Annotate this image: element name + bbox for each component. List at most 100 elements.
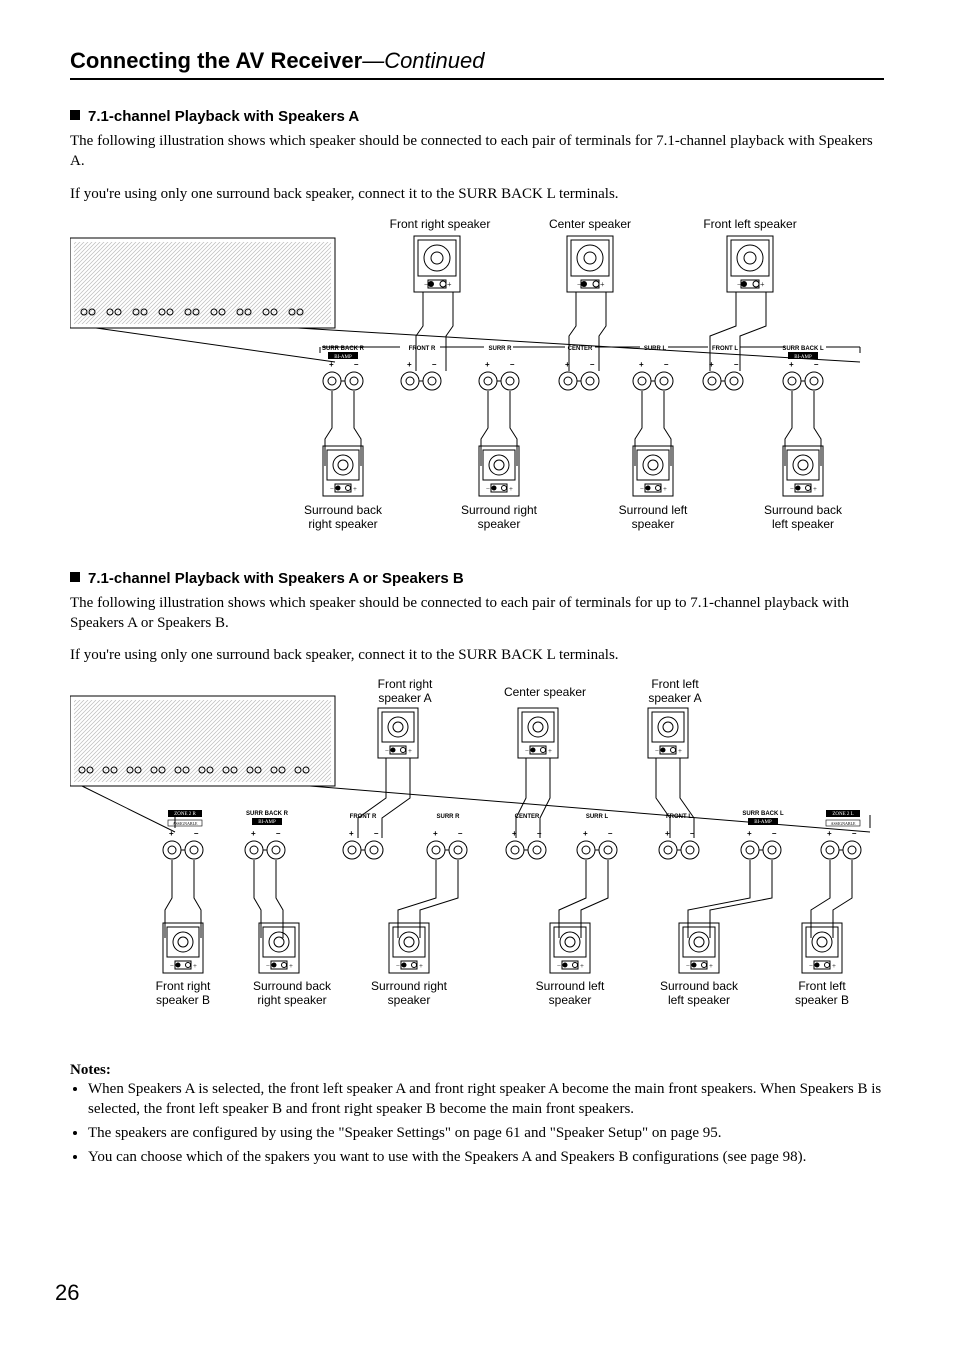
diagram-7.1-speakers-ab: Front right speaker A Center speaker Fro…: [70, 678, 884, 1038]
s2-lbl-fr1: Front right: [378, 678, 433, 691]
label-front-right: Front right speaker: [390, 217, 491, 231]
speaker-front-right-b: [163, 923, 203, 973]
s2-terminal-sl: [577, 829, 617, 859]
s2-terminal-z2r: [163, 829, 203, 859]
s2-term-z2r: ZONE 2 R: [174, 812, 196, 817]
section2-heading-text: 7.1-channel Playback with Speakers A or …: [88, 570, 464, 587]
term-fl: FRONT L: [712, 346, 738, 352]
label-center: Center speaker: [549, 217, 631, 231]
s2-lbl-c: Center speaker: [504, 685, 586, 699]
s2-lbl-flB1: Front left: [798, 979, 846, 993]
s2-term-sbr: SURR BACK R: [246, 811, 289, 817]
s2-terminal-z2l: [821, 829, 861, 859]
lbl-sbr2: right speaker: [308, 517, 377, 531]
speaker-surr-right-2: [389, 923, 429, 973]
diagram-7.1-speakers-a: + – − +: [70, 216, 884, 546]
notes-heading: Notes:: [70, 1062, 884, 1079]
s2-terminal-sr: [427, 829, 467, 859]
term-sbr-sub: BI-AMP: [334, 355, 352, 360]
s2-term-fr: FRONT R: [350, 814, 377, 820]
title-rule: [70, 78, 884, 80]
note-item: When Speakers A is selected, the front l…: [88, 1079, 884, 1120]
lbl-sr1: Surround right: [461, 503, 538, 517]
terminal-c: [559, 360, 599, 390]
terminal-sr: [479, 360, 519, 390]
s2-lbl-sbl1: Surround back: [660, 979, 739, 993]
speaker-center: [567, 236, 613, 292]
title-bold: Connecting the AV Receiver: [70, 48, 362, 73]
s2-terminal-fr: [343, 829, 383, 859]
note-item: You can choose which of the spakers you …: [88, 1147, 884, 1167]
s2-lbl-fr2: speaker A: [378, 691, 431, 705]
speaker-surr-back-right-2: [259, 923, 299, 973]
terminal-fl: [703, 360, 743, 390]
terminal-sbl: [783, 360, 823, 390]
lbl-sl1: Surround left: [619, 503, 688, 517]
speaker-front-right-a: [378, 708, 418, 758]
s2-term-z2r-sub: ASSIGNABLE: [173, 821, 198, 826]
s2-lbl-frB2: speaker B: [156, 993, 210, 1007]
s2-lbl-sr1: Surround right: [371, 979, 448, 993]
page-title: Connecting the AV Receiver—Continued: [70, 48, 884, 74]
section1-heading-text: 7.1-channel Playback with Speakers A: [88, 108, 359, 125]
speaker-surr-back-left: [783, 446, 823, 496]
s2-lbl-sbr1: Surround back: [253, 979, 332, 993]
s2-terminal-sbl: [741, 829, 781, 859]
section1-p2: If you're using only one surround back s…: [70, 184, 884, 204]
s2-lbl-frB1: Front right: [156, 979, 211, 993]
s2-lbl-sr2: speaker: [388, 993, 431, 1007]
section2-p2: If you're using only one surround back s…: [70, 645, 884, 665]
s2-lbl-fl1: Front left: [651, 678, 699, 691]
lbl-sbl1: Surround back: [764, 503, 843, 517]
s2-term-sbl: SURR BACK L: [742, 811, 784, 817]
lbl-sbr1: Surround back: [304, 503, 383, 517]
title-continued: —Continued: [362, 48, 484, 73]
section1-heading: 7.1-channel Playback with Speakers A: [70, 108, 884, 125]
speaker-surr-back-right: [323, 446, 363, 496]
terminal-sl: [633, 360, 673, 390]
speaker-surr-left: [633, 446, 673, 496]
speaker-center-2: [518, 708, 558, 758]
label-front-left: Front left speaker: [703, 217, 796, 231]
s2-lbl-fl2: speaker A: [648, 691, 701, 705]
page-number: 26: [55, 1280, 79, 1306]
s2-lbl-sbr2: right speaker: [257, 993, 326, 1007]
s2-lbl-sl1: Surround left: [536, 979, 605, 993]
bullet-square-icon: [70, 110, 80, 120]
term-sl: SURR L: [644, 346, 667, 352]
s2-term-z2l: ZONE 2 L: [832, 812, 853, 817]
receiver-back-panel: [70, 238, 860, 362]
speaker-front-left-a: [648, 708, 688, 758]
term-fr: FRONT R: [409, 346, 436, 352]
s2-terminal-sbr: [245, 829, 285, 859]
s2-lbl-flB2: speaker B: [795, 993, 849, 1007]
s2-term-sbr-sub: BI-AMP: [258, 820, 276, 825]
section2-heading: 7.1-channel Playback with Speakers A or …: [70, 570, 884, 587]
section1-p1: The following illustration shows which s…: [70, 131, 884, 172]
terminal-sbr: [323, 360, 363, 390]
s2-lbl-sl2: speaker: [549, 993, 592, 1007]
notes-list: When Speakers A is selected, the front l…: [70, 1079, 884, 1168]
speaker-front-right: [414, 236, 460, 292]
s2-term-sl: SURR L: [586, 814, 609, 820]
s2-term-sr: SURR R: [436, 814, 460, 820]
term-sr: SURR R: [488, 346, 512, 352]
s2-term-z2l-sub: ASSIGNABLE: [831, 821, 856, 826]
speaker-front-left-b: [802, 923, 842, 973]
lbl-sbl2: left speaker: [772, 517, 834, 531]
s2-terminal-fl: [659, 829, 699, 859]
section2-p1: The following illustration shows which s…: [70, 593, 884, 634]
term-sbl-sub: BI-AMP: [794, 355, 812, 360]
terminal-fr: [401, 360, 441, 390]
s2-lbl-sbl2: left speaker: [668, 993, 730, 1007]
speaker-surr-back-left-2: [679, 923, 719, 973]
term-sbl: SURR BACK L: [782, 346, 824, 352]
speaker-front-left: [727, 236, 773, 292]
s2-terminal-c: [506, 829, 546, 859]
note-item: The speakers are configured by using the…: [88, 1123, 884, 1143]
s2-term-sbl-sub: BI-AMP: [754, 820, 772, 825]
lbl-sr2: speaker: [478, 517, 521, 531]
bullet-square-icon: [70, 572, 80, 582]
s2-term-c: CENTER: [515, 814, 540, 820]
lbl-sl2: speaker: [632, 517, 675, 531]
